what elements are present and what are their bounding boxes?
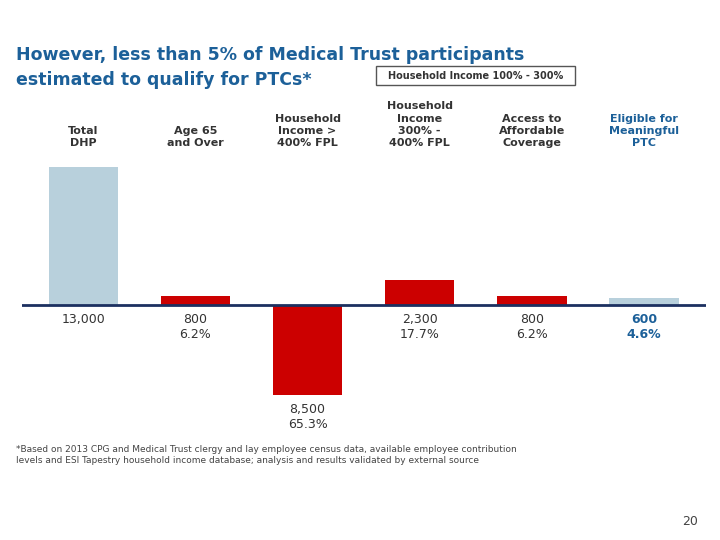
- Text: 13,000: 13,000: [61, 313, 105, 326]
- Text: estimated to qualify for PTCs*: estimated to qualify for PTCs*: [16, 71, 312, 89]
- Bar: [497, 296, 567, 305]
- Text: Household
Income >
400% FPL: Household Income > 400% FPL: [274, 114, 341, 148]
- Text: Household
Income
300% -
400% FPL: Household Income 300% - 400% FPL: [387, 102, 453, 148]
- Text: 800
6.2%: 800 6.2%: [179, 313, 211, 341]
- Text: Age 65
and Over: Age 65 and Over: [167, 126, 224, 149]
- Text: Eligible for
Meaningful
PTC: Eligible for Meaningful PTC: [609, 114, 679, 148]
- Text: 20: 20: [683, 515, 698, 528]
- Text: However, less than 5% of Medical Trust participants: However, less than 5% of Medical Trust p…: [16, 46, 524, 64]
- Text: Total
DHP: Total DHP: [68, 126, 99, 149]
- Bar: [48, 167, 118, 305]
- Text: 600
4.6%: 600 4.6%: [626, 313, 661, 341]
- Text: 2,300
17.7%: 2,300 17.7%: [400, 313, 440, 341]
- Bar: [385, 280, 454, 305]
- Text: *Based on 2013 CPG and Medical Trust clergy and lay employee census data, availa: *Based on 2013 CPG and Medical Trust cle…: [16, 446, 516, 465]
- Bar: [161, 296, 230, 305]
- Text: 8,500
65.3%: 8,500 65.3%: [288, 403, 328, 431]
- Text: Household Income 100% - 300%: Household Income 100% - 300%: [388, 71, 563, 80]
- Text: Access to
Affordable
Coverage: Access to Affordable Coverage: [499, 114, 565, 148]
- Text: 800
6.2%: 800 6.2%: [516, 313, 548, 341]
- Bar: [273, 305, 342, 395]
- Bar: [609, 299, 679, 305]
